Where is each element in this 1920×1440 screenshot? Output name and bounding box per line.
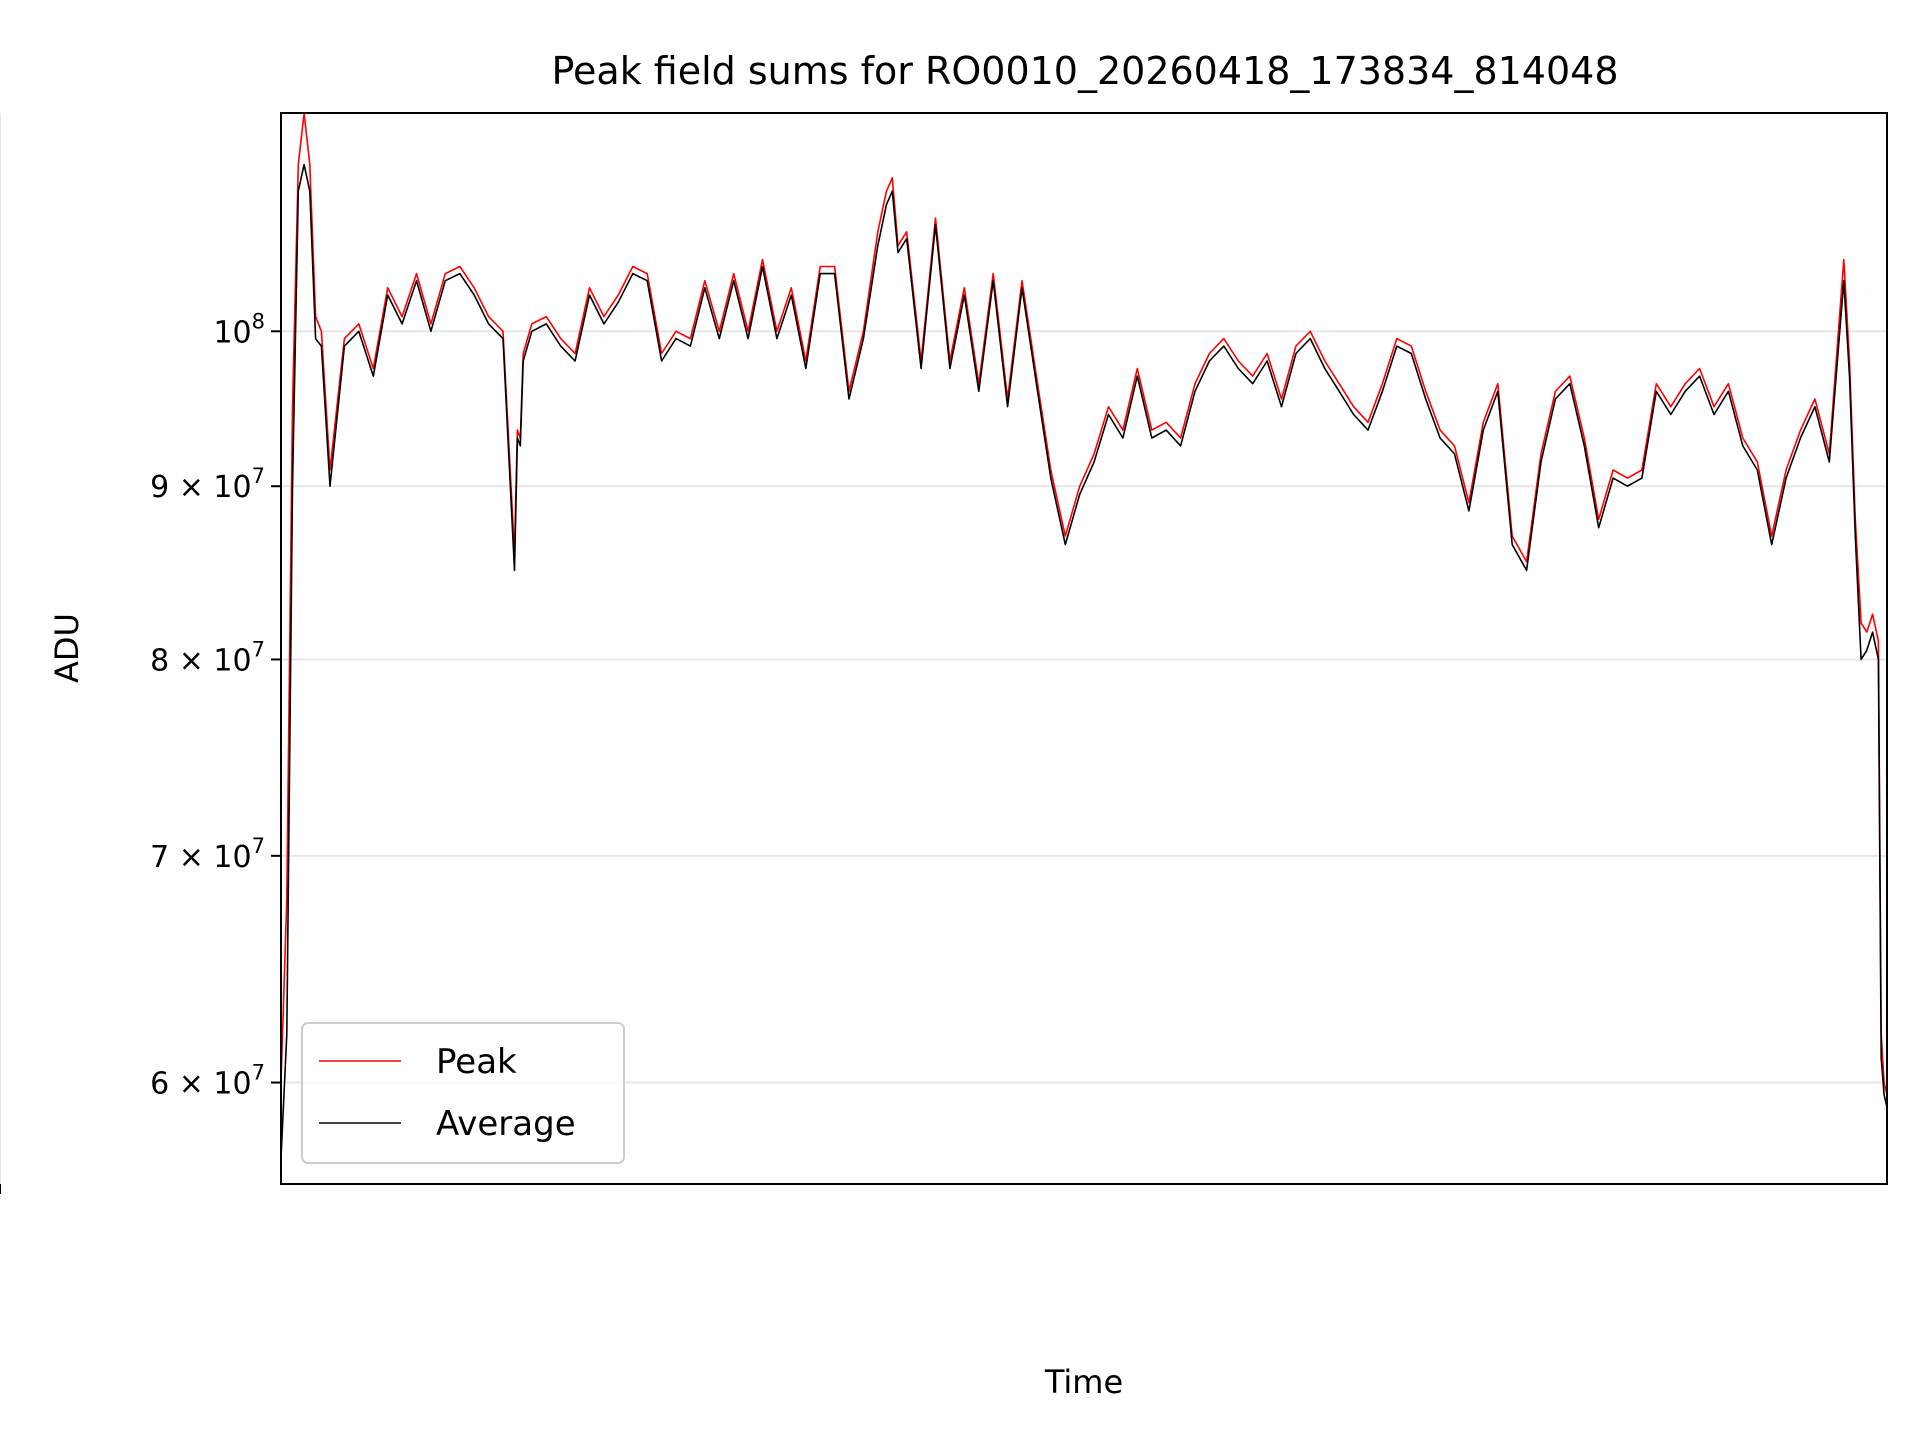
plot-frame <box>280 112 1888 1185</box>
y-tick-label: 8 × 107 <box>150 637 265 678</box>
series-line-average <box>280 163 1888 1159</box>
y-tick-label: 9 × 107 <box>150 464 265 505</box>
series-layer <box>280 112 1888 1159</box>
legend-label-average: Average <box>436 1104 576 1144</box>
chart-title: Peak field sums for RO0010_20260418_1738… <box>551 49 1618 93</box>
y-tick-label: 7 × 107 <box>150 834 265 875</box>
grid <box>0 113 1887 1184</box>
legend-box <box>301 1022 625 1164</box>
y-tick-label: 6 × 107 <box>150 1061 265 1102</box>
x-axis-label: Time <box>1044 1363 1123 1401</box>
legend-label-peak: Peak <box>436 1042 517 1082</box>
legend: Peak Average <box>301 1022 625 1164</box>
y-axis-label: ADU <box>48 613 86 683</box>
